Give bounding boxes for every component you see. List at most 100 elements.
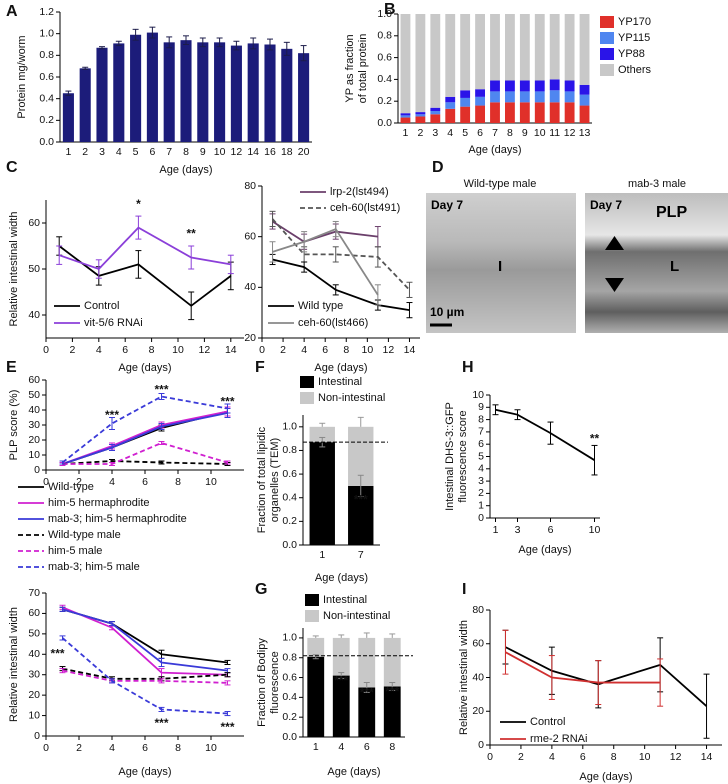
annotation: **	[590, 431, 600, 445]
y-tick-label: 60	[28, 217, 40, 229]
y-tick-label: 1.0	[282, 632, 297, 644]
x-tick-label: 12	[383, 344, 395, 356]
y-tick-label: 20	[472, 705, 484, 717]
legend-label: YP170	[618, 16, 651, 28]
bar-segment	[504, 14, 515, 81]
x-tick-label: 3	[432, 127, 438, 139]
panel-letter: F	[255, 359, 265, 376]
y-axis-label: fluorescence score	[457, 410, 469, 502]
x-tick-label: 10	[361, 344, 373, 356]
x-tick-label: 10	[639, 751, 651, 763]
y-axis-label: of total protein	[357, 34, 369, 104]
bar-segment	[475, 89, 486, 97]
y-tick-label: 1	[478, 499, 484, 511]
x-tick-label: 5	[462, 127, 468, 139]
x-axis-label: Age (days)	[314, 362, 367, 374]
y-tick-label: 0.6	[282, 671, 297, 683]
bar-segment	[445, 108, 456, 123]
line-series	[62, 608, 228, 672]
x-tick-label: 0	[259, 344, 265, 356]
y-tick-label: 0.6	[39, 71, 54, 83]
panel-letter: B	[384, 1, 396, 18]
x-axis-label: Age (days)	[315, 572, 368, 584]
x-tick-label: 8	[389, 741, 395, 753]
chart: F 0.0 0.2 0.4 0.6 0.8 1.0 1 7 Fraction of total l…	[255, 359, 388, 584]
legend-label: Non-intestinal	[318, 392, 385, 404]
y-tick-label: 20	[28, 689, 40, 701]
y-tick-label: 20	[28, 434, 40, 446]
x-tick-label: 9	[522, 127, 528, 139]
x-tick-label: 2	[76, 742, 82, 754]
x-tick-label: 4	[109, 476, 115, 488]
bar	[230, 45, 242, 143]
x-tick-label: 4	[301, 344, 307, 356]
bar	[264, 44, 276, 142]
x-axis-label: Age (days)	[118, 362, 171, 374]
y-tick-label: 0	[34, 464, 40, 476]
bar-segment	[549, 14, 560, 80]
x-tick-label: 4	[116, 146, 122, 158]
x-tick-label: 1	[65, 146, 71, 158]
bar-segment	[307, 637, 325, 657]
x-tick-label: 7	[492, 127, 498, 139]
y-axis-label: Intestinal DHS-3::GFP	[444, 402, 456, 511]
y-tick-label: 40	[28, 404, 40, 416]
x-tick-label: 6	[548, 524, 554, 536]
y-tick-label: 1.0	[282, 421, 297, 433]
bar-segment	[504, 102, 515, 123]
chart: G 0.0 0.2 0.4 0.6 0.8 1.0 1 4 6 8 Fraction of Bodip…	[255, 581, 413, 778]
y-tick-label: 60	[28, 607, 40, 619]
x-tick-label: 10	[214, 146, 226, 158]
annotation: **	[187, 227, 197, 241]
chart: 0 10 20 30 40 50 60 70 0 2 4 6 8 10 Relative intestina…	[8, 587, 244, 778]
line-series	[62, 669, 228, 684]
legend-label: YP115	[618, 32, 650, 44]
legend-label: vit-5/6 RNAi	[84, 317, 143, 329]
line-series	[61, 395, 228, 464]
y-tick-label: 60	[28, 374, 40, 386]
y-axis-label: Protein mg/worm	[16, 35, 28, 118]
bar-segment	[475, 96, 486, 106]
bar	[298, 53, 310, 142]
y-tick-label: 0.2	[39, 114, 54, 126]
x-tick-label: 16	[264, 146, 276, 158]
bar-segment	[549, 79, 560, 91]
x-axis-label: Age (days)	[468, 144, 521, 156]
bar-segment	[430, 14, 441, 108]
bar-segment	[504, 91, 515, 103]
annotation: ***	[220, 720, 234, 734]
y-tick-label: 3	[478, 475, 484, 487]
y-tick-label: 0.8	[39, 49, 54, 61]
y-tick-label: 50	[28, 389, 40, 401]
x-tick-label: 3	[515, 524, 521, 536]
x-tick-label: 14	[225, 344, 237, 356]
legend-label: Intestinal	[323, 594, 367, 606]
image-label: Day 7	[590, 198, 622, 212]
annotation: ***	[334, 674, 348, 688]
x-tick-label: 12	[231, 146, 243, 158]
legend-swatch	[305, 594, 319, 606]
scale-label: 10 µm	[430, 305, 464, 319]
bar-segment	[564, 80, 575, 92]
legend-label: Wild type	[298, 300, 343, 312]
bar-segment	[445, 14, 456, 97]
y-axis-label: Relative intestinal width	[8, 212, 20, 327]
bar-segment	[358, 637, 376, 688]
bar	[113, 43, 125, 142]
x-tick-label: 8	[611, 751, 617, 763]
x-tick-label: 11	[549, 127, 560, 139]
legend-label: Others	[618, 64, 652, 76]
bar	[163, 42, 175, 143]
bar-segment	[534, 80, 545, 92]
chart: 20 40 60 80 0 2 4 6 8 10 12 14 Age (days) lrp-2(lst49…	[244, 180, 420, 374]
y-tick-label: 9	[478, 401, 484, 413]
annotation: ***	[385, 685, 399, 699]
bar-segment	[415, 114, 426, 117]
image-label: I	[498, 258, 502, 275]
annotation: ***	[51, 646, 65, 660]
x-tick-label: 4	[549, 751, 555, 763]
x-tick-label: 6	[142, 476, 148, 488]
chart: A0.00.20.40.60.81.01.21 2 3 4 5 6 7 8 9 10 12 14 16 1…	[6, 3, 312, 176]
